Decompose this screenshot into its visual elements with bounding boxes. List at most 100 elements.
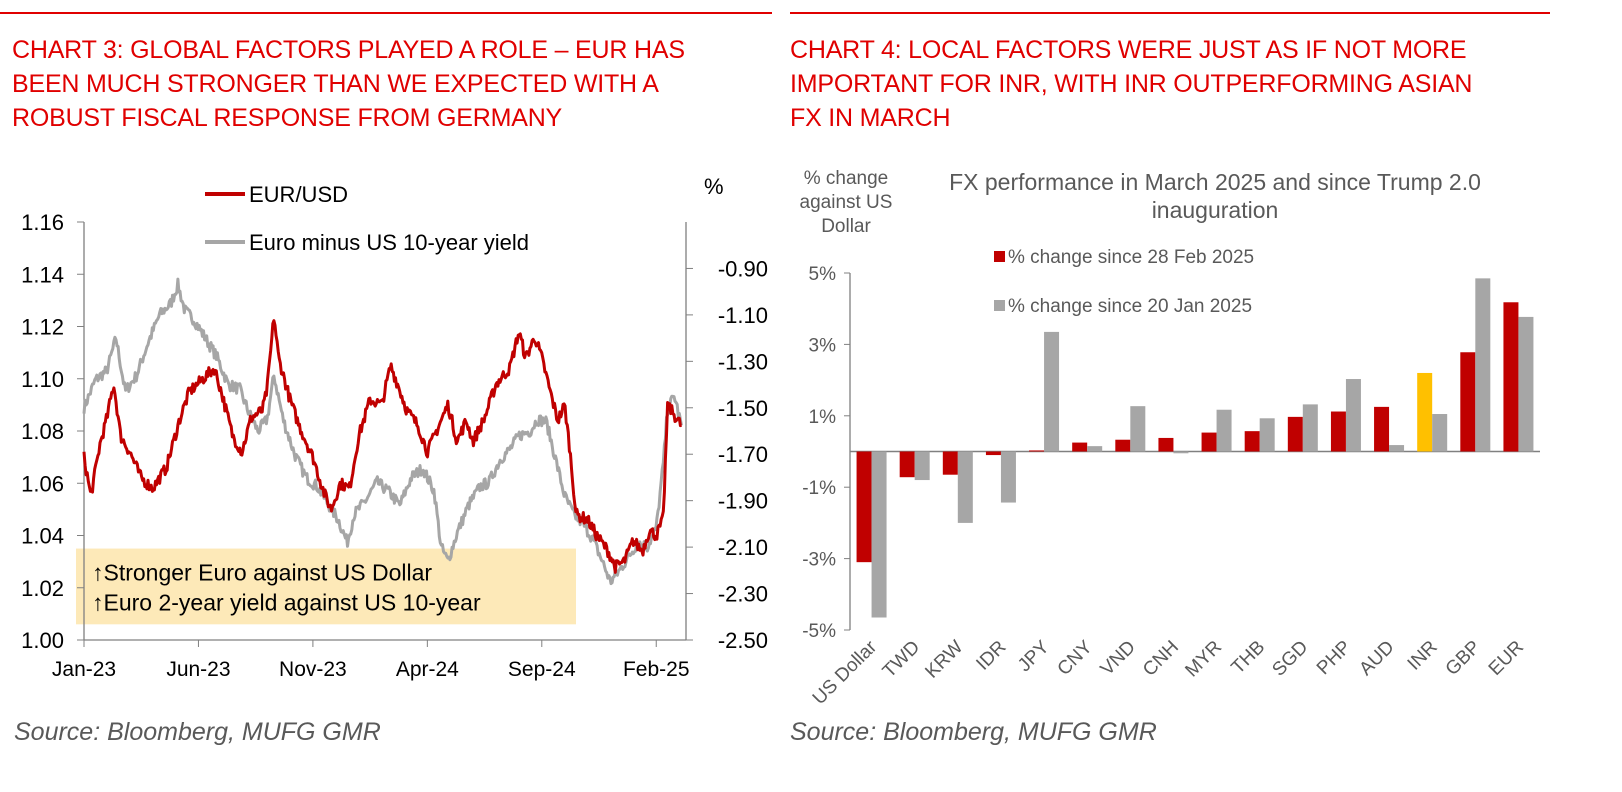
bar-sgd-since-20-jan: [1302, 404, 1318, 452]
bar-inr-since-20-jan: [1432, 414, 1448, 452]
legend-swatch-since-28-feb: [994, 251, 1005, 262]
chart4-title-line: FX IN MARCH: [790, 104, 951, 132]
bar-thb-since-20-jan: [1259, 418, 1275, 452]
chart3-title-line: BEEN MUCH STRONGER THAN WE EXPECTED WITH…: [12, 70, 659, 98]
x-tick-label: Jun-23: [166, 658, 230, 681]
annotation-line-1: ↑Stronger Euro against US Dollar: [92, 560, 432, 586]
x-tick-label: VND: [1097, 637, 1140, 680]
bar-php-since-28-feb: [1330, 411, 1346, 452]
y-tick-label: 3%: [809, 335, 837, 356]
x-tick-label: KRW: [921, 637, 967, 683]
chart3-annotation-box: ↑Stronger Euro against US Dollar ↑Euro 2…: [76, 548, 576, 625]
x-tick-label: GBP: [1442, 637, 1485, 680]
left-y-tick-label: 1.12: [21, 315, 64, 340]
right-axis-unit-label: %: [704, 174, 724, 199]
chart3-line-chart: ↑Stronger Euro against US Dollar ↑Euro 2…: [21, 174, 768, 681]
series-line-eurusd: [82, 319, 682, 574]
chart4-legend: % change since 28 Feb 2025 % change sinc…: [994, 247, 1254, 317]
ylabel-line: against US: [800, 192, 893, 213]
bar-aud-since-20-jan: [1389, 445, 1405, 452]
chart4-bar-chart: % change against US Dollar FX performanc…: [800, 168, 1540, 709]
chart3-axes: 1.00 1.02 1.04 1.06 1.08 1.10 1.12 1.14 1.16 -0.9…: [21, 210, 768, 681]
right-y-tick-label: -0.90: [718, 256, 768, 281]
x-tick-label: JPY: [1014, 636, 1054, 676]
right-header-rule: [790, 12, 1550, 14]
bar-vnd-since-20-jan: [1130, 406, 1146, 452]
legend-swatch-since-20-jan: [994, 300, 1005, 311]
ylabel-line: % change: [804, 168, 889, 189]
x-tick-label: AUD: [1355, 637, 1398, 680]
bar-myr-since-20-jan: [1216, 409, 1232, 452]
bar-inr-since-28-feb: [1417, 372, 1433, 452]
chart3-source: Source: Bloomberg, MUFG GMR: [14, 718, 381, 746]
chart3-series: [82, 277, 683, 586]
left-y-tick-label: 1.00: [21, 628, 64, 653]
bar-us-dollar-since-20-jan: [871, 451, 887, 618]
bar-krw-since-20-jan: [957, 451, 973, 523]
x-tick-label: Apr-24: [396, 658, 459, 681]
x-tick-label: PHP: [1313, 637, 1355, 679]
x-tick-label: EUR: [1485, 637, 1528, 680]
left-y-tick-label: 1.10: [21, 367, 64, 392]
right-y-tick-label: -1.90: [718, 489, 768, 514]
series-line-yield-spread: [82, 277, 683, 586]
x-tick-label: CNH: [1139, 637, 1183, 681]
ylabel-line: Dollar: [821, 216, 871, 237]
right-y-tick-label: -2.10: [718, 535, 768, 560]
bar-eur-since-28-feb: [1503, 302, 1519, 452]
bar-idr-since-20-jan: [1000, 451, 1016, 503]
chart3-title: CHART 3: GLOBAL FACTORS PLAYED A ROLE – …: [12, 33, 685, 135]
bar-thb-since-28-feb: [1244, 431, 1260, 452]
y-tick-label: -3%: [802, 550, 836, 571]
bar-cnh-since-20-jan: [1173, 451, 1189, 454]
bar-gbp-since-28-feb: [1460, 352, 1476, 452]
bar-jpy-since-20-jan: [1044, 331, 1060, 452]
chart4-plot-title: FX performance in March 2025 and since T…: [949, 169, 1481, 223]
bar-php-since-20-jan: [1345, 379, 1361, 452]
chart3-title-line: ROBUST FISCAL RESPONSE FROM GERMANY: [12, 104, 563, 132]
annotation-background: [76, 548, 576, 625]
bar-gbp-since-20-jan: [1475, 278, 1491, 452]
x-tick-label: SGD: [1268, 637, 1312, 681]
y-tick-label: 5%: [809, 264, 837, 285]
x-tick-label: US Dollar: [809, 636, 882, 709]
x-tick-label: Jan-23: [52, 658, 116, 681]
y-tick-label: -1%: [802, 478, 836, 499]
x-tick-label: INR: [1404, 637, 1442, 675]
x-tick-label: CNY: [1054, 636, 1097, 679]
legend-label-since-28-feb: % change since 28 Feb 2025: [1008, 247, 1254, 268]
left-y-tick-label: 1.04: [21, 524, 64, 549]
bar-us-dollar-since-28-feb: [856, 451, 872, 563]
chart4-bars: [856, 278, 1534, 618]
left-header-rule: [0, 12, 772, 14]
bar-cnh-since-28-feb: [1158, 437, 1174, 452]
legend-label-eurusd: EUR/USD: [249, 182, 348, 207]
left-y-tick-label: 1.16: [21, 210, 64, 235]
bar-sgd-since-28-feb: [1287, 416, 1303, 452]
left-y-tick-label: 1.06: [21, 471, 64, 496]
x-tick-label: Sep-24: [508, 658, 576, 681]
chart4-ylabel: % change against US Dollar: [800, 168, 893, 237]
x-tick-label: Nov-23: [279, 658, 347, 681]
chart4-title-line: CHART 4: LOCAL FACTORS WERE JUST AS IF N…: [790, 36, 1467, 64]
bar-jpy-since-28-feb: [1029, 450, 1045, 452]
right-y-tick-label: -1.50: [718, 396, 768, 421]
chart3-legend: EUR/USD Euro minus US 10-year yield: [205, 182, 529, 255]
bar-idr-since-28-feb: [985, 451, 1001, 456]
y-tick-label: 1%: [809, 407, 837, 428]
plot-title-line: inauguration: [1152, 197, 1279, 223]
right-y-tick-label: -2.50: [718, 628, 768, 653]
legend-label-yield-spread: Euro minus US 10-year yield: [249, 230, 529, 255]
right-y-tick-label: -2.30: [718, 582, 768, 607]
x-tick-label: MYR: [1181, 637, 1226, 682]
x-tick-label: Feb-25: [623, 658, 690, 681]
plot-title-line: FX performance in March 2025 and since T…: [949, 169, 1481, 195]
bar-myr-since-28-feb: [1201, 432, 1217, 452]
chart4-axes: 5% 3% 1% -1% -3% -5%: [802, 264, 1540, 642]
bar-cny-since-20-jan: [1087, 446, 1103, 452]
annotation-line-2: ↑Euro 2-year yield against US 10-year: [92, 590, 481, 616]
bar-cny-since-28-feb: [1072, 442, 1088, 452]
bar-krw-since-28-feb: [942, 451, 958, 475]
x-tick-label: THB: [1228, 637, 1270, 679]
left-y-tick-label: 1.14: [21, 262, 64, 287]
